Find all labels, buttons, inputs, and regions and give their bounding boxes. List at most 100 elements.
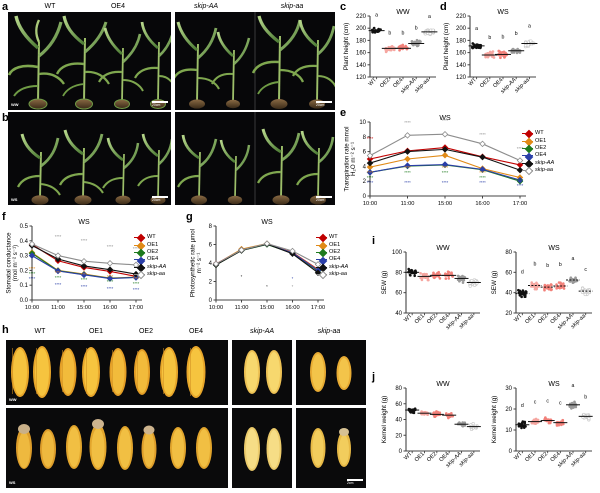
- maize-plants-ws-wt-oe4: [8, 112, 171, 205]
- chart-f-marker: [106, 275, 114, 282]
- chart-j1-title: WS: [548, 381, 560, 388]
- chart-f-ytick: 0.4: [20, 239, 29, 245]
- chart-c-ytick: 200: [356, 26, 367, 32]
- panel-a-group-skip-aa-hom: skip-aa: [280, 3, 304, 10]
- chart-i0-ytick: 60: [395, 291, 402, 297]
- panel-j-chart-ww: WW 0 20 40 60 80 Kernel weight (g) WT OE1 OE2 OE4 s…: [378, 374, 484, 489]
- chart-e-legend-item[interactable]: WT: [522, 130, 554, 139]
- maize-cobs-ww-skipaa-hom: [296, 340, 366, 405]
- chart-e-ytick: 10: [359, 120, 366, 126]
- chart-j1-data-point: [524, 425, 527, 428]
- chart-d-data-point: [475, 46, 478, 50]
- chart-j1-group-letter: b: [584, 394, 587, 400]
- chart-e-xtick: 16:00: [475, 201, 489, 207]
- chart-i1-data-point: [557, 281, 561, 284]
- chart-f-xtick: 11:00: [51, 305, 65, 311]
- legend-key-icon: [522, 167, 533, 176]
- chart-f-legend-item[interactable]: OE4: [134, 256, 166, 265]
- chart-g-ytick: 8: [209, 224, 213, 230]
- chart-g-legend-item[interactable]: OE2: [316, 248, 348, 258]
- panel-h-cobs-ws-skipAA: [232, 408, 292, 488]
- chart-f-significance: ****: [133, 281, 140, 286]
- chart-d-ytick: 140: [456, 63, 467, 69]
- chart-e-legend-label: skip-AA: [535, 159, 555, 166]
- chart-j1-group-letter: c: [559, 401, 562, 407]
- chart-j0-ytick: 0: [399, 449, 403, 455]
- chart-g-svg: WS 0 2 4 6 8 10:00 11:00 15:00 16:00 17:00 Photosyn…: [189, 219, 325, 311]
- chart-j1-data-point: [520, 421, 524, 425]
- chart-e-marker: [404, 162, 411, 169]
- chart-j1-group-letter: c: [546, 399, 549, 405]
- panel-b-scalebar-2: 20cm: [316, 196, 332, 202]
- chart-i1-group-letter: c: [584, 267, 587, 273]
- chart-d-data-point: [511, 47, 515, 51]
- chart-f-significance: ****: [55, 282, 62, 287]
- chart-c-ytick: 160: [356, 51, 367, 57]
- legend-key-icon: [316, 234, 327, 243]
- panel-label-h: h: [2, 324, 9, 336]
- chart-e-ytick: 8: [363, 135, 367, 141]
- chart-g-ytick: 2: [209, 280, 213, 286]
- chart-f-legend-label: OE2: [147, 248, 159, 255]
- chart-j1-data-point: [569, 405, 573, 409]
- chart-g-legend-item[interactable]: skip-AA: [316, 263, 348, 273]
- panel-label-c: c: [340, 1, 347, 13]
- chart-g-legend-label: OE1: [329, 241, 341, 248]
- chart-j1-ytick: 10: [505, 428, 512, 434]
- chart-c-group-letter: a: [375, 13, 378, 19]
- chart-g-ylabel: Photosynthetic rate µmolm⁻² s⁻¹: [189, 229, 203, 297]
- chart-e-ytick: 0: [363, 194, 367, 200]
- chart-d-data-point: [471, 42, 475, 45]
- chart-g-ytick: 0: [209, 298, 213, 304]
- chart-i1-data-point: [520, 290, 524, 294]
- chart-f-legend-item[interactable]: skip-AA: [134, 263, 166, 273]
- chart-g-xtick: 16:00: [285, 305, 299, 311]
- chart-i0-data-point: [419, 272, 422, 275]
- chart-g-ytick: 6: [209, 243, 213, 249]
- chart-f-legend-item[interactable]: skip-aa: [134, 271, 166, 280]
- chart-f-significance: ****: [133, 276, 140, 281]
- chart-g-legend-item[interactable]: OE1: [316, 241, 348, 251]
- chart-d-group-letter: b: [488, 35, 491, 41]
- chart-f-legend-item[interactable]: WT: [134, 234, 166, 243]
- chart-f-marker: [80, 262, 88, 270]
- chart-f-legend-item[interactable]: OE1: [134, 241, 166, 251]
- maize-cobs-ws-left: [6, 408, 228, 488]
- chart-i1-title: WS: [548, 245, 560, 252]
- chart-e-ytick: 4: [363, 164, 367, 170]
- chart-f-marker: [28, 252, 36, 259]
- chart-g-legend-item[interactable]: skip-aa: [316, 271, 348, 280]
- chart-i0-data-point: [426, 276, 430, 280]
- chart-c-data-point: [412, 43, 415, 47]
- chart-e-legend-item[interactable]: OE2: [522, 144, 554, 154]
- chart-d-title: WS: [497, 9, 509, 16]
- chart-i1-ytick: 60: [505, 270, 512, 276]
- chart-i0-data-point: [413, 274, 416, 278]
- chart-e-legend-item[interactable]: OE1: [522, 137, 554, 147]
- chart-c-ytick: 120: [356, 75, 367, 81]
- chart-f-legend-label: WT: [147, 234, 156, 241]
- chart-g-legend-label: OE2: [329, 248, 341, 255]
- legend-key-icon: [522, 159, 533, 169]
- chart-f-ytick: 0.2: [20, 268, 29, 274]
- chart-e-legend-item[interactable]: OE4: [522, 152, 554, 161]
- chart-e-marker: [441, 152, 449, 159]
- chart-i1-group-letter: b: [546, 263, 549, 269]
- chart-g-legend-item[interactable]: WT: [316, 234, 348, 243]
- chart-i1-data-point: [549, 288, 553, 292]
- chart-g-legend-item[interactable]: OE4: [316, 256, 348, 265]
- chart-j1-ylabel: Kernel weight (g): [491, 396, 498, 444]
- chart-j0-ytick: 80: [395, 386, 402, 392]
- chart-e-legend-item[interactable]: skip-AA: [522, 159, 555, 169]
- chart-i0-data-point: [407, 267, 411, 271]
- chart-f-legend-item[interactable]: OE2: [134, 248, 166, 258]
- chart-c-ylabel: Plant height (cm): [343, 23, 350, 71]
- chart-e-significance: ****: [479, 170, 486, 175]
- chart-j0-data-point: [471, 422, 475, 426]
- chart-g-significance: *: [292, 284, 294, 289]
- chart-e-legend-item[interactable]: skip-aa: [522, 167, 554, 176]
- chart-d-data-point: [471, 46, 474, 50]
- chart-c-data-point: [386, 48, 390, 52]
- chart-j0-data-point: [434, 414, 437, 417]
- legend-key-icon: [134, 248, 145, 258]
